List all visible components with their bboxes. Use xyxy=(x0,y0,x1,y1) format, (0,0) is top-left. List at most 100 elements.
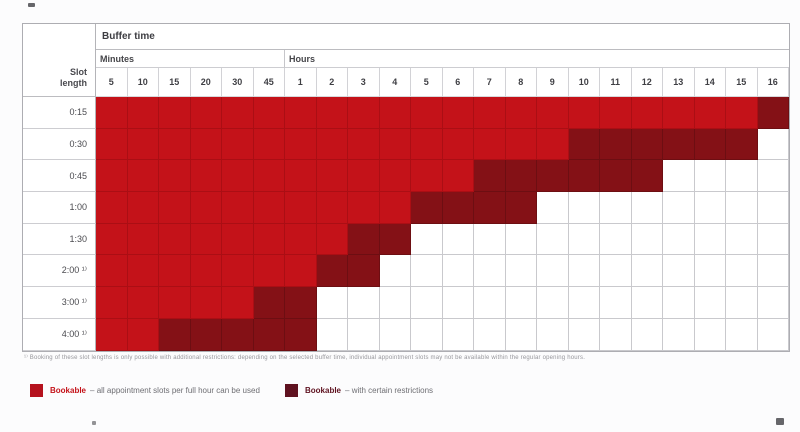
matrix-cell xyxy=(663,128,695,161)
matrix-cell xyxy=(631,255,663,288)
matrix-cell xyxy=(316,255,348,288)
matrix-cell xyxy=(631,128,663,161)
matrix-cell xyxy=(348,128,380,161)
legend-term: Bookable xyxy=(305,386,342,395)
matrix-cell xyxy=(474,160,506,193)
matrix-cell xyxy=(348,318,380,351)
matrix-cell xyxy=(127,223,159,256)
matrix-cell xyxy=(726,192,758,224)
row-label: 0:45 xyxy=(23,160,96,193)
matrix-cell xyxy=(159,160,191,193)
matrix-cell xyxy=(316,223,348,256)
matrix-cell xyxy=(127,192,159,224)
matrix-cell xyxy=(726,223,758,256)
col-label: 5 xyxy=(411,68,443,97)
matrix-cell xyxy=(190,318,222,351)
matrix-cell xyxy=(663,223,695,256)
matrix-cell xyxy=(600,255,632,288)
matrix-cell xyxy=(568,160,600,193)
matrix-cell xyxy=(253,318,285,351)
row-label: 4:00 ¹⁾ xyxy=(23,318,96,351)
matrix-cell xyxy=(442,160,474,193)
row-label: 1:00 xyxy=(23,192,96,224)
matrix-cell xyxy=(253,287,285,319)
matrix-cell xyxy=(96,128,128,161)
matrix-cell xyxy=(127,160,159,193)
legend-swatch-red xyxy=(30,384,43,397)
col-label: 4 xyxy=(379,68,411,97)
matrix-cell xyxy=(316,160,348,193)
col-label: 1 xyxy=(285,68,317,97)
matrix-cell xyxy=(285,97,317,129)
matrix-cell xyxy=(600,128,632,161)
matrix-cell xyxy=(159,97,191,129)
matrix-cell xyxy=(663,160,695,193)
matrix-cell xyxy=(537,160,569,193)
matrix-cell xyxy=(442,287,474,319)
matrix-cell xyxy=(96,97,128,129)
matrix-cell xyxy=(505,128,537,161)
matrix-cell xyxy=(600,287,632,319)
matrix-cell xyxy=(411,255,443,288)
matrix-cell xyxy=(411,128,443,161)
matrix-cell xyxy=(663,318,695,351)
matrix-cell xyxy=(222,160,254,193)
matrix-cell xyxy=(96,223,128,256)
col-label: 9 xyxy=(537,68,569,97)
matrix-cell xyxy=(631,318,663,351)
matrix-cell xyxy=(568,223,600,256)
col-label: 11 xyxy=(600,68,632,97)
matrix-cell xyxy=(348,160,380,193)
col-label: 7 xyxy=(474,68,506,97)
matrix-cell xyxy=(190,160,222,193)
matrix-cell xyxy=(96,255,128,288)
matrix-cell xyxy=(505,255,537,288)
legend-item-restricted: Bookable – with certain restrictions xyxy=(285,384,433,397)
matrix-cell xyxy=(757,287,789,319)
matrix-cell xyxy=(253,128,285,161)
matrix-cell xyxy=(600,318,632,351)
matrix-cell xyxy=(505,318,537,351)
matrix-cell xyxy=(379,160,411,193)
col-group-minutes: Minutes xyxy=(96,50,285,68)
matrix-cell xyxy=(568,128,600,161)
matrix-cell xyxy=(127,255,159,288)
col-label: 2 xyxy=(316,68,348,97)
matrix-cell xyxy=(442,128,474,161)
matrix-cell xyxy=(253,223,285,256)
matrix-cell xyxy=(537,128,569,161)
matrix-cell xyxy=(348,255,380,288)
matrix-cell xyxy=(159,255,191,288)
col-label: 45 xyxy=(253,68,285,97)
matrix-cell xyxy=(631,160,663,193)
matrix-cell xyxy=(222,128,254,161)
matrix-cell xyxy=(222,223,254,256)
matrix-cell xyxy=(568,287,600,319)
matrix-cell xyxy=(631,287,663,319)
matrix-cell xyxy=(726,128,758,161)
matrix-cell xyxy=(442,255,474,288)
matrix-cell xyxy=(694,255,726,288)
matrix-cell xyxy=(726,160,758,193)
matrix-cell xyxy=(663,192,695,224)
row-label: 0:30 xyxy=(23,128,96,161)
matrix-cell xyxy=(285,128,317,161)
matrix-cell xyxy=(757,192,789,224)
col-label: 6 xyxy=(442,68,474,97)
matrix-cell xyxy=(568,97,600,129)
matrix-cell xyxy=(726,287,758,319)
matrix-cell xyxy=(222,287,254,319)
matrix-cell xyxy=(757,223,789,256)
matrix-cell xyxy=(663,97,695,129)
table-title: Buffer time xyxy=(96,24,789,50)
matrix-cell xyxy=(757,318,789,351)
col-group-hours: Hours xyxy=(285,50,789,68)
matrix-cell xyxy=(348,223,380,256)
matrix-cell xyxy=(726,97,758,129)
matrix-cell xyxy=(316,97,348,129)
row-axis-header: Slot length xyxy=(23,24,96,97)
matrix-cell xyxy=(190,223,222,256)
matrix-cell xyxy=(663,287,695,319)
matrix-cell xyxy=(253,97,285,129)
matrix-cell xyxy=(285,255,317,288)
